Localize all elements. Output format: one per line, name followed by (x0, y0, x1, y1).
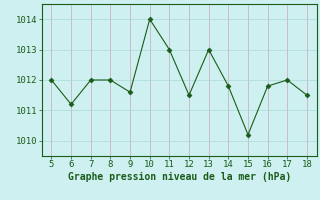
X-axis label: Graphe pression niveau de la mer (hPa): Graphe pression niveau de la mer (hPa) (68, 172, 291, 182)
